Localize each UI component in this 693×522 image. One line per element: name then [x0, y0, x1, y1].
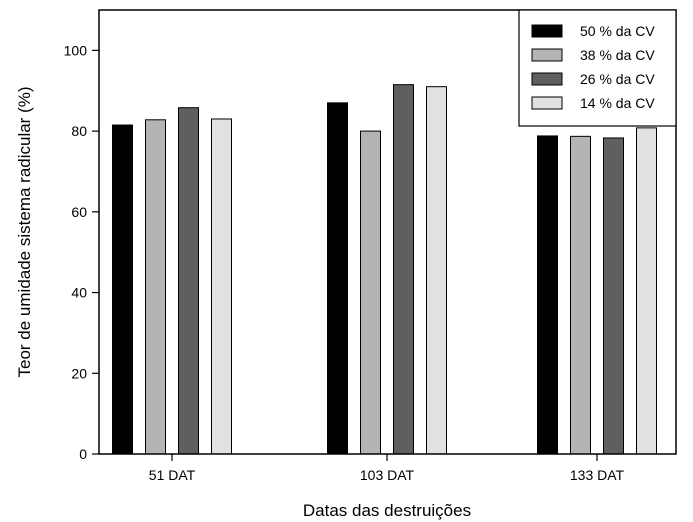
legend-label-series-2: 38 % da CV [580, 47, 655, 63]
bar-103-dat-series-4 [426, 86, 447, 455]
bar-103-dat-series-3 [393, 84, 414, 455]
x-tick-label: 103 DAT [360, 467, 415, 483]
legend-swatch-series-4 [531, 96, 563, 110]
bar-103-dat-series-2 [360, 130, 381, 455]
legend-label-series-4: 14 % da CV [580, 95, 655, 111]
x-tick-label: 51 DAT [149, 467, 196, 483]
legend: 50 % da CV 38 % da CV 26 % da CV 14 % da CV [518, 9, 677, 127]
bar-133-dat-series-3 [603, 137, 624, 455]
bar-133-dat-series-2 [570, 135, 591, 455]
y-axis-title: Teor de umidade sistema radicular (%) [15, 86, 34, 377]
bars-group [112, 84, 657, 455]
x-tick-label: 133 DAT [570, 467, 625, 483]
y-tick-label: 0 [79, 446, 87, 462]
bar-51-dat-series-1 [112, 124, 133, 455]
legend-label-series-1: 50 % da CV [580, 23, 655, 39]
legend-swatch-series-2 [531, 48, 563, 62]
bar-51-dat-series-3 [178, 107, 199, 455]
legend-swatch-series-1 [531, 24, 563, 38]
y-tick-label: 80 [71, 123, 87, 139]
y-tick-label: 60 [71, 204, 87, 220]
bar-51-dat-series-4 [211, 118, 232, 455]
bar-133-dat-series-4 [636, 127, 657, 455]
bar-133-dat-series-1 [537, 135, 558, 455]
x-axis-title: Datas das destruições [303, 501, 471, 520]
y-tick-label: 100 [64, 42, 88, 58]
bar-51-dat-series-2 [145, 119, 166, 455]
legend-label-series-3: 26 % da CV [580, 71, 655, 87]
legend-swatch-series-3 [531, 72, 563, 86]
y-tick-label: 40 [71, 285, 87, 301]
bar-103-dat-series-1 [327, 102, 348, 455]
y-axis: 0 20 40 60 80 100 [64, 42, 99, 462]
y-tick-label: 20 [71, 365, 87, 381]
x-axis: 51 DAT 103 DAT 133 DAT [149, 454, 625, 483]
